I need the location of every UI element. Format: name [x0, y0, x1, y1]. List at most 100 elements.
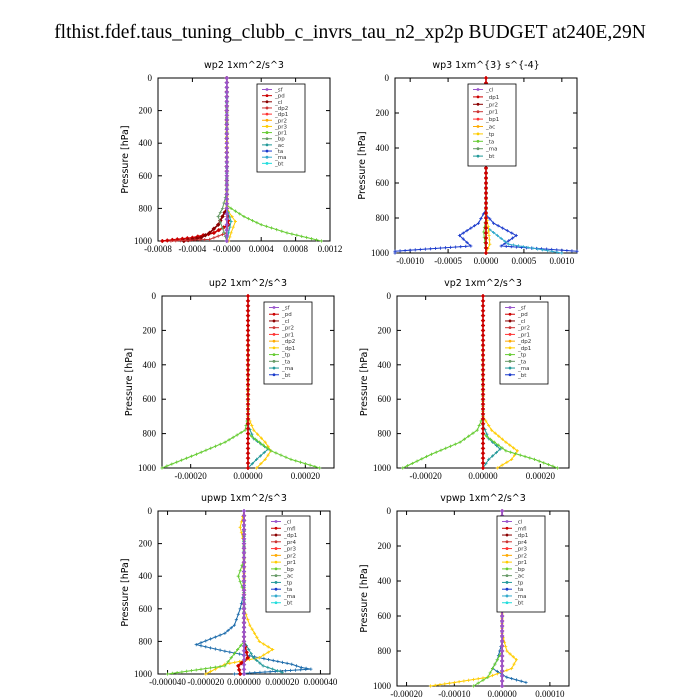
series-marker [290, 662, 294, 666]
plot-frame [396, 510, 570, 687]
series-marker [223, 631, 227, 635]
legend: _cl_dp1_pr2 _pr1_bp1 _ac_tp_ta _ma_bt [467, 83, 517, 167]
series-marker [483, 215, 489, 221]
series-marker [255, 466, 259, 470]
x-tick-label: -0.00020 [390, 689, 423, 699]
series-marker [233, 219, 237, 224]
series-marker [194, 668, 198, 672]
series-marker [536, 247, 540, 251]
series-marker [483, 180, 489, 186]
legend-marker [505, 533, 509, 537]
legend-marker [274, 540, 278, 544]
series-marker [495, 233, 499, 238]
series-marker [169, 239, 173, 243]
series-marker [494, 444, 498, 448]
series-marker [505, 649, 509, 653]
series-marker [255, 221, 259, 225]
series-marker [499, 613, 505, 619]
series-marker [224, 140, 230, 146]
series-marker [245, 367, 251, 373]
series-marker [248, 623, 252, 627]
series-marker [250, 423, 254, 428]
series-marker [228, 661, 232, 665]
series-marker [245, 372, 251, 377]
y-axis-label: Pressure [hPa] [124, 348, 135, 416]
series-marker [290, 232, 294, 236]
series-marker [229, 219, 233, 224]
series-marker [428, 684, 433, 688]
series-marker [245, 391, 251, 397]
series-marker [276, 659, 280, 664]
series-marker [255, 658, 259, 663]
series-marker [245, 426, 251, 432]
legend-marker [265, 94, 269, 98]
legend-marker [272, 373, 276, 377]
legend-marker [274, 547, 278, 550]
series-marker [300, 234, 304, 238]
legend-entry: _ma [281, 366, 293, 372]
series-marker [480, 332, 486, 338]
series-marker [224, 238, 230, 244]
x-tick-label: -0.0008 [144, 244, 172, 254]
legend-entry: _pr4 [283, 540, 297, 546]
series-marker [480, 411, 486, 417]
series-marker [224, 103, 230, 109]
legend-marker [265, 155, 269, 159]
series-marker [240, 563, 244, 567]
series-marker [499, 678, 505, 684]
series-marker [480, 416, 486, 422]
legend-entry: _ac [485, 125, 495, 131]
series-marker [248, 671, 252, 675]
series-marker [245, 460, 251, 466]
legend-marker [476, 132, 480, 136]
series-marker [480, 401, 486, 407]
series-marker [224, 201, 230, 207]
series-marker [489, 437, 493, 441]
series-marker [480, 421, 486, 427]
series-marker [241, 643, 247, 649]
series-marker [258, 670, 262, 674]
y-tick-label: 800 [143, 429, 157, 439]
y-axis-label: Pressure [hPa] [359, 564, 370, 632]
series-marker [224, 126, 230, 132]
series-marker [504, 440, 508, 444]
series-marker [204, 672, 208, 676]
y-tick-label: 600 [378, 611, 392, 621]
series-marker [488, 242, 492, 246]
legend-marker [505, 540, 509, 544]
legend-entry: _cl [517, 319, 526, 325]
series-marker [174, 239, 178, 243]
legend-entry: _bp [514, 567, 525, 573]
legend-entry: _pr1 [514, 560, 527, 566]
series-marker [241, 573, 247, 579]
series-marker [479, 216, 483, 221]
series-marker [505, 460, 509, 464]
series-marker [518, 453, 522, 457]
legend-entry: _pd [274, 94, 285, 100]
series-marker [480, 293, 486, 299]
series-marker [511, 446, 516, 450]
series-marker [245, 337, 251, 343]
series-marker [245, 318, 251, 323]
legend-entry: _ac [274, 143, 284, 149]
series-marker [533, 457, 537, 461]
series-marker [500, 437, 504, 441]
series-marker [514, 658, 519, 662]
series-marker [454, 245, 458, 249]
series-marker [165, 464, 169, 468]
legend-marker [508, 333, 512, 336]
legend-marker [476, 117, 480, 121]
series-marker [189, 669, 194, 673]
series-marker [313, 464, 317, 469]
series-marker [262, 657, 266, 661]
legend-marker [272, 326, 276, 330]
y-tick-label: 800 [139, 203, 153, 213]
legend-entry: _ma [283, 594, 295, 600]
series-marker [193, 238, 197, 242]
legend-marker [272, 333, 276, 336]
series-marker [493, 431, 497, 435]
series-marker [294, 459, 298, 463]
legend-marker [274, 520, 278, 523]
series-marker [479, 419, 483, 423]
series-marker [480, 337, 486, 343]
